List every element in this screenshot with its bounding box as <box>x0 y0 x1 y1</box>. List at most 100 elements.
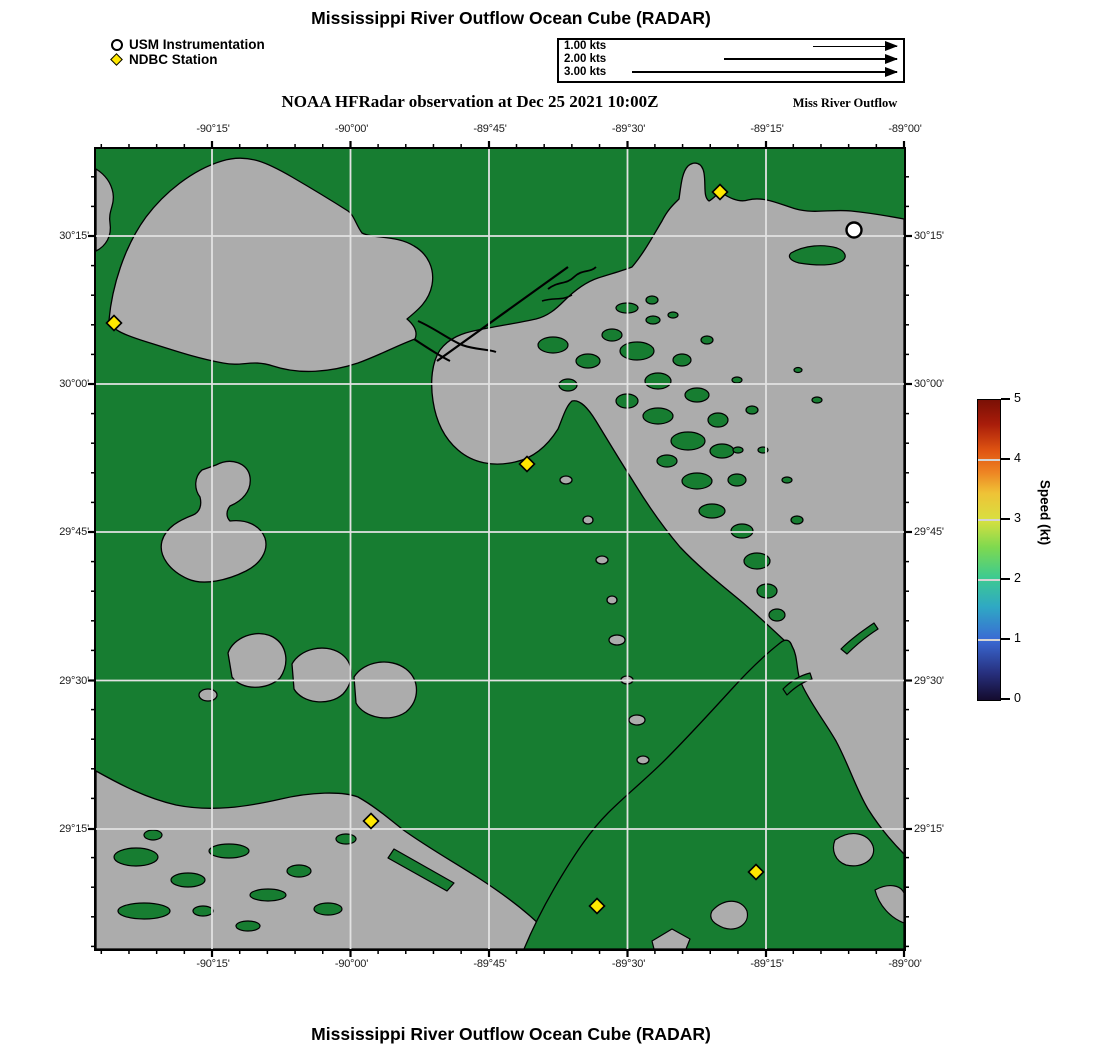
colorbar-gridline <box>978 639 1000 641</box>
delta-inlets <box>651 833 906 951</box>
y-tick-label-left: 30°00' <box>59 378 89 390</box>
y-tick-label-left: 29°15' <box>59 823 89 835</box>
ndbc-station-marker <box>518 455 537 474</box>
scale-row-1: 1.00 kts <box>559 40 903 53</box>
chef-menteur-channel <box>413 338 451 363</box>
ndbc-diamond-icon <box>110 53 129 66</box>
ndbc-station-marker <box>747 863 766 882</box>
axis-tick-marks <box>88 141 913 958</box>
cat-island <box>789 245 847 267</box>
scale-label-1: 1.00 kts <box>564 40 607 52</box>
ndbc-station-marker <box>588 897 607 916</box>
map-frame <box>88 141 913 958</box>
x-tick-label-bottom: -89°30' <box>611 958 646 970</box>
barrier-island <box>387 848 456 893</box>
marsh-pond <box>559 475 574 486</box>
plot-title-right: Miss River Outflow <box>792 96 898 110</box>
y-tick-label-right: 29°15' <box>914 823 944 835</box>
x-tick-label-top: -89°00' <box>888 123 922 135</box>
colorbar-gridline <box>978 579 1000 581</box>
lake-pontchartrain <box>108 157 434 373</box>
figure-title-top: Mississippi River Outflow Ocean Cube (RA… <box>311 8 711 28</box>
mrgo-canal <box>436 266 570 363</box>
graticule-gridlines <box>96 149 905 950</box>
plot-title: NOAA HFRadar observation at Dec 25 2021 … <box>281 92 659 111</box>
ndbc-station-marker <box>711 183 730 202</box>
colorbar-tick <box>1001 638 1010 640</box>
x-tick-label-bottom: -89°15' <box>750 958 784 970</box>
marsh-pond <box>608 634 627 647</box>
scale-row-2: 2.00 kts <box>559 53 903 66</box>
y-tick-label-right: 29°45' <box>914 526 944 538</box>
colorbar-tick-value: 2 <box>1014 571 1021 585</box>
mississippi-delta <box>523 639 906 951</box>
x-tick-label-top: -89°15' <box>750 123 784 135</box>
scale-label-2: 2.00 kts <box>564 52 607 65</box>
marsh-pond <box>636 755 651 766</box>
colorbar-tick <box>1001 518 1010 520</box>
colorbar-tick <box>1001 578 1010 580</box>
scale-arrow-2 <box>724 54 898 65</box>
y-tick-label-left: 30°15' <box>59 230 89 242</box>
y-tick-label-right: 30°15' <box>914 230 944 242</box>
ndbc-station-marker <box>362 812 381 831</box>
x-tick-label-top: -89°45' <box>473 123 507 135</box>
scale-arrow-3 <box>632 67 898 77</box>
colorbar-tick-value: 0 <box>1014 691 1021 705</box>
scale-row-3: 3.00 kts <box>559 66 903 79</box>
rigolets-channel <box>417 320 497 354</box>
marsh-pond <box>582 515 595 526</box>
legend-item-usm: USM Instrumentation <box>111 37 265 52</box>
x-tick-label-top: -90°15' <box>196 123 230 135</box>
x-tick-label-bottom: -90°15' <box>196 958 230 970</box>
lake-maurepas <box>95 168 115 253</box>
barataria-lake-2 <box>291 647 353 703</box>
marsh-pond <box>606 595 619 606</box>
pearl-river-channel <box>547 266 598 291</box>
ndbc-station-marker <box>105 314 124 333</box>
barataria-lake-3 <box>353 661 418 719</box>
barataria-lake-1 <box>227 633 287 689</box>
station-markers <box>105 183 864 916</box>
figure-title-bottom: Mississippi River Outflow Ocean Cube (RA… <box>311 1024 711 1044</box>
legend-label-ndbc: NDBC Station <box>129 52 218 67</box>
delta-land <box>523 639 906 951</box>
marsh-pond <box>628 714 647 727</box>
colorbar-axis-label: Speed (kt) <box>1037 479 1053 546</box>
small-lake <box>198 688 219 703</box>
scale-label-3: 3.00 kts <box>564 65 607 78</box>
colorbar-tick-value: 4 <box>1014 451 1021 465</box>
legend-item-ndbc: NDBC Station <box>110 52 265 67</box>
lake-salvador <box>160 461 267 584</box>
map-svg <box>88 141 913 958</box>
colorbar-tick <box>1001 398 1010 400</box>
marsh-pond <box>595 555 610 566</box>
colorbar <box>977 399 1001 701</box>
x-tick-label-top: -89°30' <box>611 123 646 135</box>
colorbar-tick <box>1001 698 1010 700</box>
legend: USM Instrumentation NDBC Station <box>110 37 265 67</box>
colorbar-tick <box>1001 458 1010 460</box>
colorbar-tick-value: 1 <box>1014 631 1021 645</box>
channels <box>413 266 598 363</box>
colorbar-gridline <box>978 459 1000 461</box>
y-tick-label-right: 30°00' <box>914 378 944 390</box>
x-tick-label-top: -90°00' <box>334 123 369 135</box>
usm-circle-icon <box>111 38 129 51</box>
velocity-scale-box: 1.00 kts 2.00 kts 3.00 kts <box>557 38 905 83</box>
legend-label-usm: USM Instrumentation <box>129 37 265 52</box>
x-tick-label-bottom: -90°00' <box>334 958 369 970</box>
scale-arrow-1 <box>813 41 898 52</box>
colorbar-tick-value: 3 <box>1014 511 1021 525</box>
x-tick-label-bottom: -89°00' <box>888 958 922 970</box>
y-tick-label-left: 29°30' <box>59 674 89 687</box>
pearl-marsh-channel <box>542 294 573 303</box>
colorbar-gridline <box>978 519 1000 521</box>
y-tick-label-left: 29°45' <box>59 526 89 538</box>
usm-station-marker <box>845 221 864 240</box>
colorbar-tick-value: 5 <box>1014 391 1021 405</box>
x-tick-label-bottom: -89°45' <box>473 958 507 970</box>
islands <box>113 245 880 933</box>
chandeleur-island-north <box>840 622 880 656</box>
